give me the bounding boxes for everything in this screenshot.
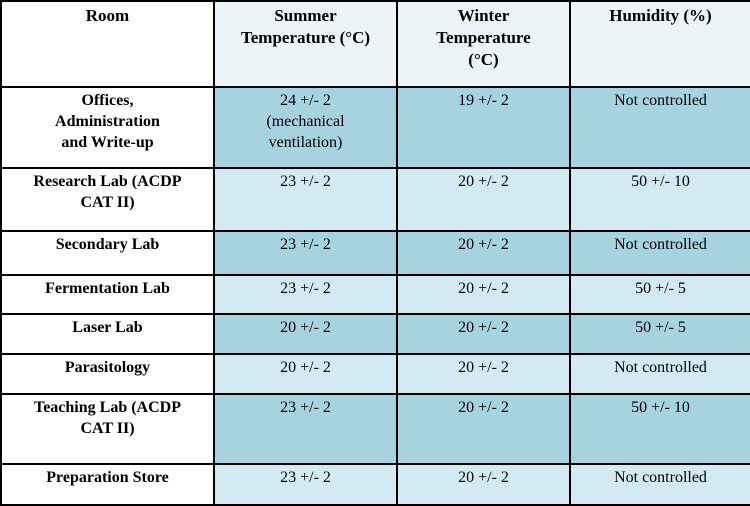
winter-temperature-value: 20 +/- 2 <box>396 313 571 355</box>
table-row-fermentation-lab: Fermentation Lab 23 +/- 2 20 +/- 2 50 +/… <box>0 274 750 315</box>
humidity-value: 50 +/- 5 <box>569 313 750 355</box>
summer-temperature-value: 24 +/- 2 (mechanical ventilation) <box>213 86 398 169</box>
winter-temperature-value: 20 +/- 2 <box>396 353 571 395</box>
winter-temperature-value: 20 +/- 2 <box>396 463 571 506</box>
room-name: Fermentation Lab <box>0 274 215 315</box>
winter-temperature-value: 20 +/- 2 <box>396 393 571 465</box>
humidity-value: 50 +/- 5 <box>569 274 750 315</box>
room-name: Parasitology <box>0 353 215 395</box>
summer-temperature-value: 23 +/- 2 <box>213 393 398 465</box>
col-header-humidity: Humidity (%) <box>569 0 750 88</box>
summer-temperature-value: 23 +/- 2 <box>213 274 398 315</box>
room-name: Offices, Administration and Write-up <box>0 86 215 169</box>
winter-temperature-value: 20 +/- 2 <box>396 274 571 315</box>
room-name: Research Lab (ACDP CAT II) <box>0 167 215 232</box>
humidity-value: Not controlled <box>569 353 750 395</box>
summer-temperature-value: 23 +/- 2 <box>213 167 398 232</box>
humidity-value: Not controlled <box>569 463 750 506</box>
winter-temperature-value: 20 +/- 2 <box>396 230 571 276</box>
room-name: Secondary Lab <box>0 230 215 276</box>
col-header-winter-temperature: Winter Temperature (°C) <box>396 0 571 88</box>
winter-temperature-value: 19 +/- 2 <box>396 86 571 169</box>
table-row-parasitology: Parasitology 20 +/- 2 20 +/- 2 Not contr… <box>0 353 750 395</box>
table-row-preparation-store: Preparation Store 23 +/- 2 20 +/- 2 Not … <box>0 463 750 506</box>
table-row-laser-lab: Laser Lab 20 +/- 2 20 +/- 2 50 +/- 5 <box>0 313 750 355</box>
table-row-teaching-lab: Teaching Lab (ACDP CAT II) 23 +/- 2 20 +… <box>0 393 750 465</box>
table-row-research-lab: Research Lab (ACDP CAT II) 23 +/- 2 20 +… <box>0 167 750 232</box>
winter-temperature-value: 20 +/- 2 <box>396 167 571 232</box>
room-name: Laser Lab <box>0 313 215 355</box>
humidity-value: Not controlled <box>569 86 750 169</box>
table-row-offices: Offices, Administration and Write-up 24 … <box>0 86 750 169</box>
table-row-secondary-lab: Secondary Lab 23 +/- 2 20 +/- 2 Not cont… <box>0 230 750 276</box>
col-header-room: Room <box>0 0 215 88</box>
humidity-value: Not controlled <box>569 230 750 276</box>
room-name: Teaching Lab (ACDP CAT II) <box>0 393 215 465</box>
summer-temperature-value: 23 +/- 2 <box>213 463 398 506</box>
room-name: Preparation Store <box>0 463 215 506</box>
header-row: Room Summer Temperature (°C) Winter Temp… <box>0 0 750 88</box>
summer-temperature-value: 23 +/- 2 <box>213 230 398 276</box>
summer-temperature-value: 20 +/- 2 <box>213 353 398 395</box>
col-header-summer-temperature: Summer Temperature (°C) <box>213 0 398 88</box>
humidity-value: 50 +/- 10 <box>569 393 750 465</box>
summer-temperature-value: 20 +/- 2 <box>213 313 398 355</box>
humidity-value: 50 +/- 10 <box>569 167 750 232</box>
